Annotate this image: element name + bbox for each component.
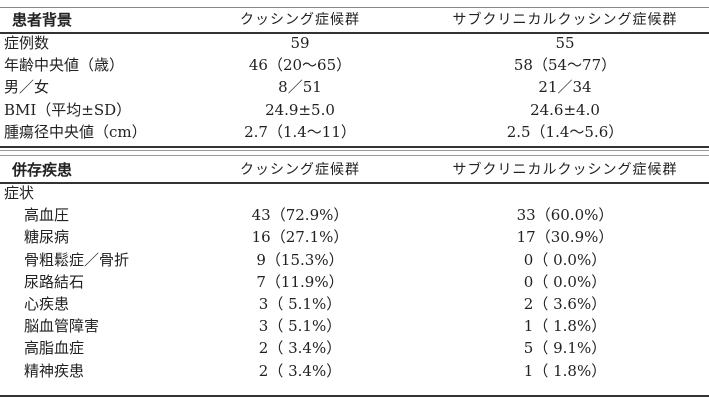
row-label: 年齢中央値（歳） — [4, 56, 125, 75]
table-row: 年齢中央値（歳） 46（20～65） 58（54～77） — [0, 54, 709, 76]
subclinical-value: 55 — [555, 34, 575, 52]
header-rule — [0, 32, 709, 34]
cushing-value: 2.7（1.4～11） — [244, 122, 356, 141]
row-label: 骨粗鬆症／骨折 — [24, 250, 130, 269]
header-rule-2 — [0, 182, 709, 184]
row-label: 脳血管障害 — [24, 317, 100, 336]
cushing-value: 9（15.3%） — [256, 250, 344, 269]
row-label: 男／女 — [4, 78, 50, 97]
subclinical-value: 21／34 — [538, 78, 592, 97]
row-label: 尿路結石 — [24, 272, 85, 291]
cushing-value: 16（27.1%） — [251, 228, 349, 247]
header-row: 患者背景 クッシング症候群 サブクリニカルクッシング症候群 — [0, 8, 709, 32]
subclinical-value: 0（ 0.0%） — [523, 250, 607, 269]
comorbidity-table: 併存疾患 クッシング症候群 サブクリニカルクッシング症候群 症状 高血圧 43（7… — [0, 158, 709, 382]
cushing-value: 43（72.9%） — [251, 206, 349, 225]
bottom-rule-2 — [0, 150, 709, 151]
table-row: 糖尿病 16（27.1%） 17（30.9%） — [0, 226, 709, 248]
bottom-rule-3 — [0, 395, 709, 397]
cushing-value: 2（ 3.4%） — [258, 339, 342, 358]
patient-background-table: 患者背景 クッシング症候群 サブクリニカルクッシング症候群 症例数 59 55 年齢中… — [0, 8, 709, 143]
subclinical-value: 5（ 9.1%） — [523, 339, 607, 358]
table-row: 腫瘍径中央値（cm） 2.7（1.4～11） 2.5（1.4～5.6） — [0, 121, 709, 143]
table-row: 骨粗鬆症／骨折 9（15.3%） 0（ 0.0%） — [0, 249, 709, 271]
row-label: 糖尿病 — [24, 228, 70, 247]
table-row: 脳血管障害 3（ 5.1%） 1（ 1.8%） — [0, 315, 709, 337]
table-row: 精神疾患 2（ 3.4%） 1（ 1.8%） — [0, 360, 709, 382]
table-row: 高血圧 43（72.9%） 33（60.0%） — [0, 204, 709, 226]
table-row: 男／女 8／51 21／34 — [0, 76, 709, 98]
header-subclinical: サブクリニカルクッシング症候群 — [452, 162, 678, 178]
cushing-value: 3（ 5.1%） — [258, 294, 342, 313]
subclinical-value: 58（54～77） — [513, 56, 617, 75]
table-row: 症例数 59 55 — [0, 32, 709, 54]
header-subclinical: サブクリニカルクッシング症候群 — [452, 12, 678, 28]
cushing-value: 24.9±5.0 — [265, 100, 335, 119]
subclinical-value: 1（ 1.8%） — [523, 361, 607, 380]
header-cushing: クッシング症候群 — [240, 162, 360, 178]
section-row: 症状 — [0, 182, 709, 204]
header-cushing: クッシング症候群 — [240, 12, 360, 28]
row-label: 症例数 — [4, 34, 50, 52]
top-rule — [0, 7, 709, 8]
subclinical-value: 24.6±4.0 — [530, 100, 600, 119]
row-label: BMI（平均±SD） — [4, 100, 132, 119]
top-rule-2 — [0, 155, 709, 156]
section-label: 症状 — [4, 184, 35, 202]
table-row: 尿路結石 7（11.9%） 0（ 0.0%） — [0, 271, 709, 293]
subclinical-value: 17（30.9%） — [516, 228, 614, 247]
row-label: 高脂血症 — [24, 339, 85, 358]
subclinical-value: 0（ 0.0%） — [523, 272, 607, 291]
subclinical-value: 2.5（1.4～5.6） — [506, 122, 624, 141]
header-row: 併存疾患 クッシング症候群 サブクリニカルクッシング症候群 — [0, 158, 709, 182]
subclinical-value: 2（ 3.6%） — [523, 294, 607, 313]
row-label: 高血圧 — [24, 206, 70, 225]
cushing-value: 3（ 5.1%） — [258, 317, 342, 336]
row-label: 腫瘍径中央値（cm） — [4, 122, 147, 141]
subclinical-value: 1（ 1.8%） — [523, 317, 607, 336]
row-label: 精神疾患 — [24, 361, 85, 380]
table-row: 高脂血症 2（ 3.4%） 5（ 9.1%） — [0, 337, 709, 359]
header-label: 患者背景 — [12, 11, 73, 29]
header-label: 併存疾患 — [12, 161, 73, 179]
row-label: 心疾患 — [24, 294, 70, 313]
cushing-value: 59 — [290, 34, 310, 52]
subclinical-value: 33（60.0%） — [516, 206, 614, 225]
cushing-value: 2（ 3.4%） — [258, 361, 342, 380]
bottom-rule — [0, 146, 709, 148]
table-row: BMI（平均±SD） 24.9±5.0 24.6±4.0 — [0, 99, 709, 121]
cushing-value: 46（20～65） — [248, 56, 352, 75]
cushing-value: 8／51 — [278, 78, 322, 97]
table-row: 心疾患 3（ 5.1%） 2（ 3.6%） — [0, 293, 709, 315]
cushing-value: 7（11.9%） — [256, 272, 344, 291]
